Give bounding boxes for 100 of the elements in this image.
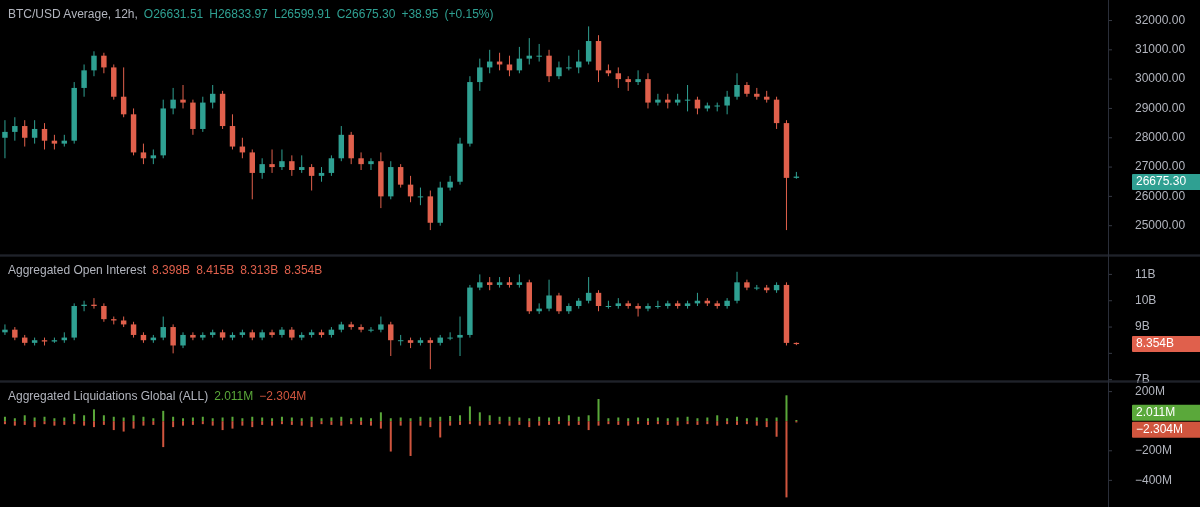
bar <box>617 421 620 425</box>
bar <box>132 415 135 422</box>
bar <box>449 421 452 426</box>
text: BTC/USD Average, 12h, <box>8 7 138 21</box>
bar <box>785 395 788 422</box>
bar <box>686 421 689 425</box>
bar <box>459 421 462 425</box>
bar <box>478 412 481 422</box>
candlestick <box>773 96 780 130</box>
candlestick <box>615 66 622 89</box>
bar <box>251 421 254 428</box>
candlestick <box>635 69 641 86</box>
bar <box>43 421 46 425</box>
bar <box>53 421 56 426</box>
candlestick <box>249 148 255 200</box>
bar <box>389 418 392 422</box>
bar <box>13 421 16 426</box>
candlestick <box>22 119 28 148</box>
bar <box>211 421 214 426</box>
bar <box>310 421 313 428</box>
y-tick-label: −400M <box>1135 472 1173 487</box>
candlestick <box>447 331 453 341</box>
y-tick-label: 25000.00 <box>1135 217 1186 232</box>
text: Aggregated Open Interest <box>8 263 147 277</box>
bar <box>261 421 264 425</box>
candlestick <box>526 37 532 65</box>
y-tick-label: 11B <box>1135 266 1156 281</box>
candlestick <box>378 316 384 333</box>
y-tick-label: 26000.00 <box>1135 188 1186 203</box>
bar <box>597 399 600 422</box>
candlestick <box>91 50 97 77</box>
candlestick <box>308 163 315 192</box>
bar <box>478 421 481 426</box>
candlestick <box>358 323 364 333</box>
candlestick <box>209 84 216 109</box>
bar <box>92 421 95 428</box>
text: Aggregated Liquidations Global (ALL) <box>8 389 209 403</box>
bar <box>211 418 214 422</box>
bar <box>587 415 590 422</box>
candlestick <box>368 326 374 333</box>
candlestick <box>81 63 87 98</box>
candlestick <box>170 87 176 115</box>
candlestick <box>190 331 196 341</box>
bar <box>716 421 719 426</box>
bar <box>162 421 165 448</box>
candlestick <box>536 43 542 63</box>
bar <box>112 421 115 431</box>
bar <box>528 421 531 428</box>
text: 26675.30 <box>1136 174 1187 189</box>
candlestick <box>2 119 8 159</box>
text: 2.011M −2.304M <box>214 389 307 403</box>
bar <box>468 406 471 422</box>
bar <box>419 421 422 426</box>
bar <box>142 421 145 426</box>
bar <box>389 421 392 452</box>
candlestick <box>546 49 552 83</box>
candlestick <box>41 122 48 150</box>
bar <box>13 418 16 422</box>
y-tick-label: 200M <box>1135 383 1166 398</box>
bar <box>300 418 303 422</box>
candlestick <box>477 58 483 92</box>
candlestick <box>279 148 285 171</box>
bar <box>429 421 432 428</box>
y-tick-label: −200M <box>1135 442 1173 457</box>
bar <box>201 421 204 425</box>
candlestick <box>734 271 740 304</box>
bar <box>172 421 175 428</box>
bar <box>557 421 560 425</box>
bar <box>508 421 511 426</box>
candlestick <box>724 297 730 310</box>
candlestick <box>328 154 335 177</box>
candlestick <box>655 93 661 107</box>
bar <box>637 421 640 425</box>
bar <box>439 421 442 438</box>
bar <box>399 421 402 426</box>
candlestick <box>358 151 364 171</box>
bar <box>73 413 76 422</box>
y-tick-label: 32000.00 <box>1135 12 1186 27</box>
bar <box>459 415 462 422</box>
bar <box>656 421 659 425</box>
candlestick <box>348 131 354 165</box>
bar <box>122 421 125 432</box>
candlestick <box>397 163 404 189</box>
bar <box>577 421 580 425</box>
candlestick <box>684 84 691 112</box>
candlestick <box>457 316 463 357</box>
bar <box>409 421 412 456</box>
bar <box>241 421 244 426</box>
candlestick <box>546 279 552 312</box>
bar <box>221 421 224 431</box>
bar <box>597 421 600 426</box>
y-tick-label: 28000.00 <box>1135 129 1186 144</box>
candlestick <box>101 302 107 323</box>
bar <box>369 421 372 426</box>
bar <box>468 421 471 425</box>
bar <box>775 421 778 437</box>
candlestick <box>556 292 562 315</box>
y-tick-label: 9B <box>1135 319 1150 334</box>
candlestick <box>645 302 651 312</box>
candlestick <box>388 321 394 357</box>
